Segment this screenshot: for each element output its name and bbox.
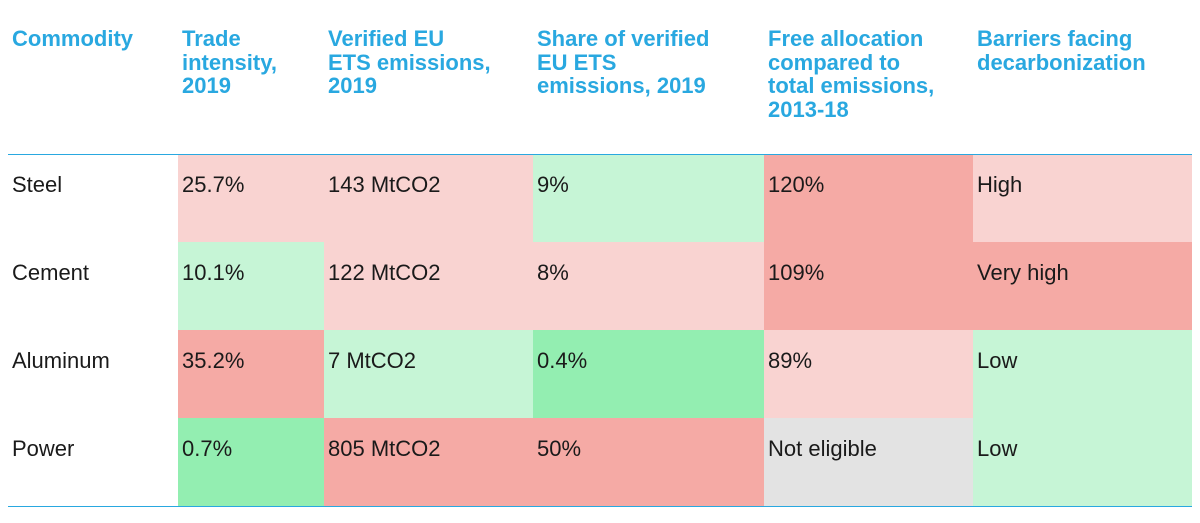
cell-barriers-row-3: Low <box>973 330 1192 418</box>
header-rule <box>8 154 1192 155</box>
cell-emissions-share-row-2: 8% <box>533 242 764 330</box>
header-trade-intensity: Trade intensity, 2019 <box>182 26 277 98</box>
cell-commodity-row-1: Steel <box>8 154 178 242</box>
cell-free-allocation-row-4: Not eligible <box>764 418 973 506</box>
cell-trade-intensity-row-1: 25.7% <box>178 154 324 242</box>
cell-verified-emissions-row-3: 7 MtCO2 <box>324 330 533 418</box>
cell-barriers-row-1: High <box>973 154 1192 242</box>
header-emissions-share: Share of verified EU ETS emissions, 2019 <box>537 26 710 98</box>
cell-barriers-row-4: Low <box>973 418 1192 506</box>
header-commodity: Commodity <box>12 26 133 51</box>
cell-verified-emissions-row-2: 122 MtCO2 <box>324 242 533 330</box>
cell-commodity-row-2: Cement <box>8 242 178 330</box>
cell-free-allocation-row-3: 89% <box>764 330 973 418</box>
cell-barriers-row-2: Very high <box>973 242 1192 330</box>
header-free-allocation: Free allocation compared to total emissi… <box>768 26 935 122</box>
cell-trade-intensity-row-4: 0.7% <box>178 418 324 506</box>
cell-verified-emissions-row-1: 143 MtCO2 <box>324 154 533 242</box>
cell-free-allocation-row-2: 109% <box>764 242 973 330</box>
cell-emissions-share-row-4: 50% <box>533 418 764 506</box>
cell-free-allocation-row-1: 120% <box>764 154 973 242</box>
cell-trade-intensity-row-2: 10.1% <box>178 242 324 330</box>
header-barriers: Barriers facing decarbonization <box>977 26 1146 75</box>
cell-emissions-share-row-1: 9% <box>533 154 764 242</box>
header-verified-emissions: Verified EU ETS emissions, 2019 <box>328 26 491 98</box>
cell-commodity-row-4: Power <box>8 418 178 506</box>
cell-verified-emissions-row-4: 805 MtCO2 <box>324 418 533 506</box>
cell-trade-intensity-row-3: 35.2% <box>178 330 324 418</box>
cell-emissions-share-row-3: 0.4% <box>533 330 764 418</box>
cell-commodity-row-3: Aluminum <box>8 330 178 418</box>
bottom-rule <box>8 506 1192 507</box>
